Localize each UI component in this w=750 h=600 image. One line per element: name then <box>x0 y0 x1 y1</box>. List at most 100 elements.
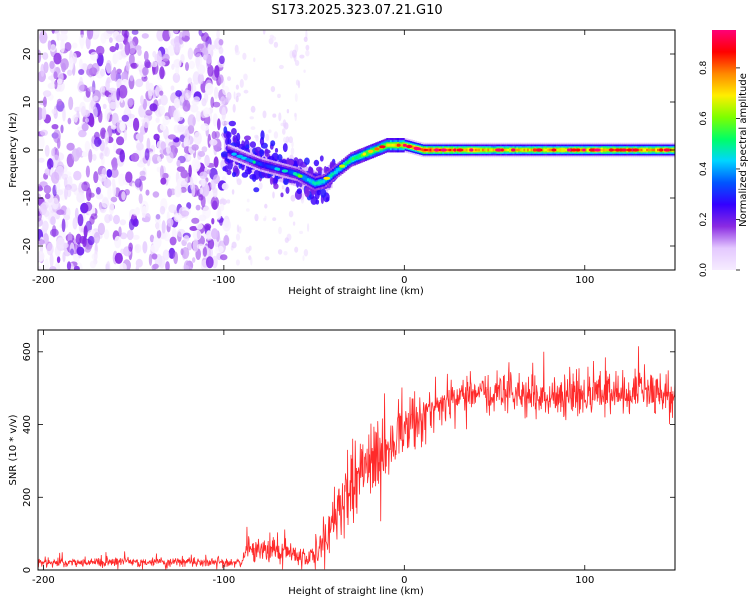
spectrogram-noise-blob <box>89 260 97 269</box>
colorbar-tick-label: 0.0 <box>699 263 709 278</box>
spectrogram-noise-blob <box>159 105 166 115</box>
spectrogram-noise-blob <box>161 53 170 62</box>
spectrogram-noise-blob <box>268 129 272 134</box>
signal-peak <box>566 148 572 152</box>
signal-peak <box>281 169 289 173</box>
spectrogram-noise-blob <box>258 182 263 190</box>
spectrogram-noise-blob <box>307 223 310 232</box>
signal-band-segment <box>646 148 649 152</box>
spectrogram-noise-blob <box>245 246 250 254</box>
spectrogram-noise-blob <box>95 193 104 200</box>
spectrogram-noise-blob <box>107 94 112 104</box>
signal-band-segment <box>427 148 430 152</box>
spectrogram-noise-blob <box>265 133 270 142</box>
spectrogram-noise-blob <box>277 249 283 255</box>
signal-clump <box>236 132 241 142</box>
spectrogram-noise-blob <box>93 171 99 184</box>
signal-band-segment <box>509 148 512 152</box>
y-tick-label: -10 <box>22 190 33 206</box>
x-tick-label: -100 <box>213 575 236 586</box>
spectrogram-noise-blob <box>114 252 123 264</box>
spectrogram-noise-blob <box>129 74 134 82</box>
spectrogram-noise-blob <box>231 241 237 249</box>
colorbar-tick-label: 0.2 <box>699 212 709 226</box>
spectrogram-noise-blob <box>157 156 161 162</box>
signal-halo <box>223 137 227 163</box>
spectrogram-noise-blob <box>56 98 63 106</box>
spectrogram-noise-blob <box>104 130 109 145</box>
spectrogram-noise-blob <box>60 124 64 134</box>
spectrogram-noise-blob <box>76 192 85 204</box>
spectrogram-noise-blob <box>303 69 306 73</box>
signal-band-segment <box>267 164 270 168</box>
signal-band-segment <box>270 165 273 169</box>
spectrogram-noise-blob <box>60 39 65 53</box>
spectrogram-noise-blob <box>209 139 218 146</box>
spectrogram-noise-blob <box>182 99 191 112</box>
spectrogram-noise-blob <box>205 54 212 65</box>
signal-peak <box>414 147 421 151</box>
signal-band-segment <box>480 148 483 152</box>
spectrogram-noise-blob <box>138 193 143 204</box>
spectrogram-noise-blob <box>74 207 79 220</box>
signal-peak <box>627 148 632 152</box>
signal-peak <box>588 148 596 152</box>
signal-band-segment <box>642 148 645 152</box>
spectrogram-noise-blob <box>153 133 160 141</box>
spectrogram-noise-blob <box>72 42 78 49</box>
signal-band-segment <box>323 179 326 183</box>
spectrogram-noise-blob <box>198 214 207 222</box>
spectrogram-noise-blob <box>110 168 119 178</box>
spectrogram-noise-blob <box>181 247 190 259</box>
spectrogram-noise-blob <box>221 182 229 190</box>
signal-band-segment <box>346 160 349 164</box>
spectrogram-noise-blob <box>56 189 64 196</box>
colorbar-tick-label: 0.6 <box>699 111 709 126</box>
spectrogram-noise-blob <box>131 182 136 188</box>
signal-band-segment <box>261 163 264 167</box>
signal-peak <box>500 148 504 152</box>
signal-clump <box>323 166 327 174</box>
spectrogram-noise-blob <box>254 213 259 222</box>
spectrogram-noise-blob <box>39 30 48 44</box>
spectrogram-noise-blob <box>73 170 82 181</box>
spectrogram-noise-blob <box>75 147 83 158</box>
spectrogram-noise-blob <box>137 161 146 168</box>
signal-band-segment <box>465 148 468 152</box>
spectrogram-y-ticks: -20 -10 0 10 20 <box>22 48 675 254</box>
signal-band-segment <box>227 149 230 153</box>
spectrogram-noise-blob <box>141 33 149 39</box>
spectrogram-noise-blob <box>49 44 57 53</box>
signal-band-segment <box>359 154 362 158</box>
spectrogram-noise-blob <box>90 51 99 61</box>
signal-band-segment <box>389 143 393 147</box>
spectrogram-noise-blob <box>131 30 139 35</box>
spectrogram-noise-blob <box>70 248 74 256</box>
signal-band-segment <box>258 162 261 166</box>
signal-clump <box>241 172 249 178</box>
spectrogram-noise-blob <box>283 137 287 143</box>
signal-band-segment <box>384 144 387 148</box>
signal-band-segment <box>279 168 282 172</box>
spectrogram-noise-blob <box>44 258 49 270</box>
spectrogram-noise-blob <box>67 117 72 125</box>
spectrogram-noise-blob <box>169 236 177 246</box>
signal-band-segment <box>474 148 477 152</box>
spectrogram-noise-blob <box>136 142 144 151</box>
signal-peak <box>615 148 620 152</box>
spectrogram-noise-blob <box>51 124 59 130</box>
colorbar-label: Normalized spectral amplitude <box>738 73 749 227</box>
spectrogram-noise-blob <box>73 265 80 270</box>
spectrogram-noise-blob <box>168 30 174 39</box>
signal-band-segment <box>548 148 551 152</box>
spectrogram-noise-blob <box>42 52 49 60</box>
spectrogram-noise-blob <box>170 85 175 91</box>
spectrogram-noise-blob <box>235 84 239 90</box>
signal-band-segment <box>422 148 425 152</box>
signal-band-segment <box>287 170 290 174</box>
signal-band-segment <box>518 148 521 152</box>
spectrogram-noise-blob <box>106 30 115 34</box>
spectrogram-noise-blob <box>115 34 125 43</box>
spectrogram-noise-blob <box>264 256 270 261</box>
signal-band-segment <box>312 181 315 185</box>
